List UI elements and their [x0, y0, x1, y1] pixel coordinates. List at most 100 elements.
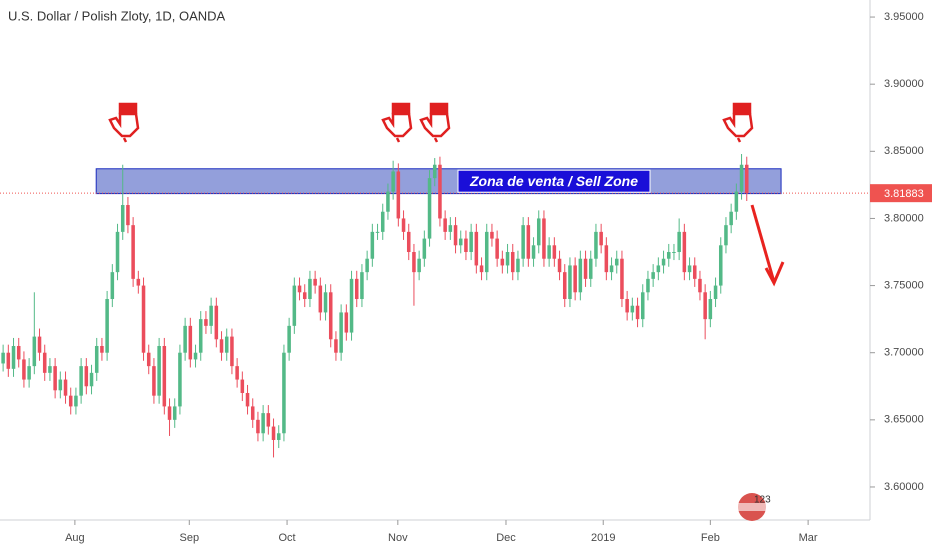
candle-body — [521, 225, 525, 259]
candle-body — [573, 265, 577, 293]
candle-body — [271, 426, 276, 440]
candle-body — [640, 292, 645, 320]
candle — [495, 230, 499, 267]
candle — [672, 243, 676, 261]
candle-body — [167, 406, 172, 420]
candle-body — [599, 231, 603, 246]
candle — [703, 284, 707, 340]
candle-body — [588, 258, 593, 279]
candle-body — [204, 319, 208, 326]
y-tick-label: 3.60000 — [884, 481, 924, 493]
candle-body — [448, 225, 453, 232]
y-tick-label: 3.85000 — [884, 145, 924, 157]
candle — [68, 387, 73, 415]
candle — [209, 297, 213, 334]
candle — [448, 217, 453, 240]
candle — [646, 270, 650, 301]
candle-body — [594, 231, 598, 259]
candle — [380, 203, 385, 240]
candle-body — [505, 252, 510, 266]
candle — [219, 331, 224, 361]
x-tick-label: Feb — [701, 532, 720, 544]
candle — [204, 311, 208, 334]
candle-body — [74, 395, 78, 407]
candle-body — [458, 238, 463, 246]
candle — [100, 337, 104, 361]
candle — [599, 223, 603, 254]
x-tick-label: 2019 — [591, 532, 615, 544]
candle — [256, 411, 260, 442]
candle — [22, 351, 26, 388]
candle-body — [484, 231, 489, 273]
candle — [261, 405, 265, 442]
candle — [417, 250, 421, 281]
candle-body — [63, 379, 68, 396]
candle — [120, 164, 125, 240]
candle-body — [630, 305, 635, 313]
candle-body — [53, 366, 57, 391]
candle-body — [464, 238, 468, 253]
candle — [640, 284, 645, 328]
candle-body — [469, 231, 473, 253]
chart-title: U.S. Dollar / Polish Zloty, 1D, OANDA — [8, 8, 226, 23]
candle — [422, 230, 427, 267]
candle-body — [235, 366, 239, 380]
candle-body — [609, 265, 614, 273]
candle-body — [11, 345, 16, 369]
candle — [89, 364, 94, 395]
candle-body — [666, 252, 671, 259]
y-tick-label: 3.90000 — [884, 78, 924, 90]
candle-body — [495, 238, 499, 259]
candle-body — [42, 352, 47, 373]
candle-body — [510, 252, 515, 273]
candle-body — [287, 325, 291, 353]
candle-body — [100, 345, 104, 353]
candle — [146, 344, 151, 375]
candle-body — [219, 339, 224, 353]
candle-body — [115, 231, 120, 273]
candle-body — [328, 292, 333, 340]
candle-body — [302, 292, 307, 300]
candle-body — [89, 372, 94, 387]
candle — [620, 250, 624, 308]
candle — [391, 160, 395, 200]
candle — [625, 290, 629, 321]
candle — [183, 317, 187, 361]
candle — [63, 371, 68, 404]
candle-body — [193, 352, 198, 360]
candle-body — [48, 366, 52, 373]
candle — [505, 243, 510, 274]
candle — [386, 183, 390, 220]
candle — [630, 297, 635, 321]
candle-body — [687, 265, 692, 273]
candle — [484, 223, 489, 281]
candle — [193, 344, 198, 368]
candle — [349, 270, 354, 341]
y-tick-label: 3.75000 — [884, 279, 924, 291]
candle — [536, 210, 541, 254]
x-tick-label: Nov — [388, 532, 408, 544]
candle-body — [188, 325, 193, 360]
candle-body — [620, 258, 624, 300]
candle — [302, 284, 307, 308]
candle — [110, 264, 115, 308]
candle — [568, 257, 572, 308]
candle-body — [250, 406, 255, 420]
candle — [328, 284, 333, 348]
candle-body — [214, 305, 219, 340]
candle — [27, 358, 31, 388]
candle-body — [146, 352, 151, 367]
candle — [526, 217, 531, 267]
candle — [115, 223, 120, 281]
candle — [245, 384, 250, 415]
candle-body — [692, 265, 697, 279]
candle-body — [334, 339, 338, 353]
candle — [292, 277, 297, 334]
candle — [53, 358, 57, 399]
candle — [708, 290, 713, 328]
candle — [287, 317, 291, 361]
candle — [531, 237, 536, 267]
candle-body — [370, 231, 375, 259]
candle — [276, 425, 281, 449]
candle-body — [401, 218, 406, 232]
